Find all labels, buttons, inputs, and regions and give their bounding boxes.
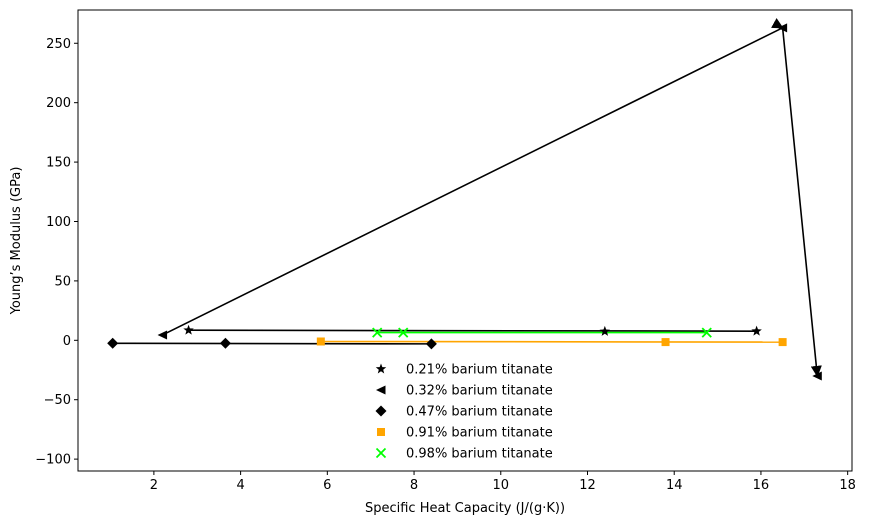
y-tick-label: 250 bbox=[46, 37, 71, 52]
connector-line bbox=[188, 329, 757, 332]
x-tick-label: 10 bbox=[492, 478, 509, 493]
y-tick-label: 150 bbox=[46, 156, 71, 171]
y-tick-label: 200 bbox=[46, 96, 71, 111]
data-point bbox=[157, 330, 168, 340]
plot-frame bbox=[77, 9, 853, 472]
data-point bbox=[777, 23, 788, 33]
x-tick-label: 8 bbox=[410, 478, 418, 493]
data-point bbox=[219, 337, 231, 349]
legend-marker bbox=[377, 428, 385, 436]
x-tick-label: 6 bbox=[323, 478, 331, 493]
x-tick-label: 18 bbox=[839, 478, 856, 493]
legend-label: 0.47% barium titanate bbox=[406, 405, 553, 420]
data-points bbox=[107, 23, 822, 381]
y-tick-label: 100 bbox=[46, 215, 71, 230]
data-point bbox=[661, 338, 670, 347]
y-axis-ticks: −100 −50 0 50 100 150 200 250 bbox=[35, 37, 78, 468]
connector-lines bbox=[112, 18, 822, 378]
x-tick-label: 4 bbox=[236, 478, 244, 493]
connector-line bbox=[320, 340, 783, 343]
data-point bbox=[398, 327, 409, 338]
x-tick-label: 16 bbox=[753, 478, 770, 493]
data-point bbox=[183, 324, 194, 335]
data-point bbox=[425, 338, 437, 350]
data-point bbox=[701, 327, 712, 338]
legend: 0.21% barium titanate 0.32% barium titana… bbox=[375, 363, 553, 462]
y-tick-label: −100 bbox=[35, 453, 71, 468]
legend-label: 0.32% barium titanate bbox=[406, 384, 553, 399]
connector-line bbox=[162, 18, 822, 378]
x-tick-label: 12 bbox=[579, 478, 596, 493]
legend-marker bbox=[375, 363, 387, 374]
legend-marker bbox=[375, 405, 387, 417]
data-point bbox=[316, 337, 325, 346]
legend-label: 0.21% barium titanate bbox=[406, 363, 553, 378]
y-tick-label: −50 bbox=[44, 393, 71, 408]
y-tick-label: 50 bbox=[54, 274, 71, 289]
data-point bbox=[778, 338, 787, 347]
data-point bbox=[751, 325, 762, 336]
data-point bbox=[599, 325, 611, 336]
data-point bbox=[812, 371, 822, 381]
x-tick-label: 14 bbox=[666, 478, 683, 493]
legend-label: 0.98% barium titanate bbox=[406, 447, 553, 462]
y-tick-label: 0 bbox=[63, 334, 71, 349]
x-axis-ticks: 2 4 6 8 10 12 14 16 18 bbox=[150, 471, 856, 493]
data-point bbox=[107, 337, 119, 349]
x-tick-label: 2 bbox=[150, 478, 158, 493]
connector-line bbox=[112, 342, 432, 345]
legend-label: 0.91% barium titanate bbox=[406, 426, 553, 441]
data-point bbox=[372, 327, 383, 338]
x-axis-label: Specific Heat Capacity (J/(g·K)) bbox=[365, 501, 565, 516]
y-axis-label: Young’s Modulus (GPa) bbox=[9, 167, 24, 316]
legend-marker bbox=[375, 447, 387, 459]
legend-marker bbox=[376, 385, 386, 395]
